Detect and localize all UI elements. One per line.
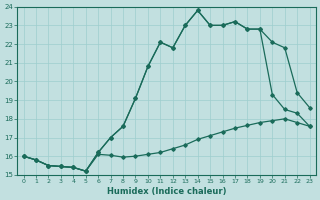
X-axis label: Humidex (Indice chaleur): Humidex (Indice chaleur) [107,187,226,196]
